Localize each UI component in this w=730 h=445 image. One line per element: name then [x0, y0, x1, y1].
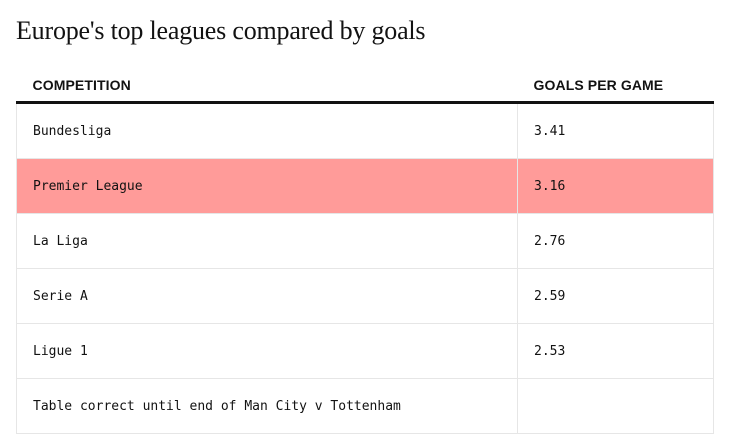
- cell-goals-per-game: 2.76: [517, 213, 714, 269]
- cell-competition: Serie A: [16, 268, 518, 324]
- table-row: Serie A 2.59: [16, 268, 714, 324]
- table-row: Premier League 3.16: [16, 158, 714, 214]
- cell-competition: Bundesliga: [16, 102, 518, 159]
- page-title: Europe's top leagues compared by goals: [16, 16, 426, 45]
- cell-competition: La Liga: [16, 213, 518, 269]
- cell-goals-per-game: 3.16: [517, 158, 714, 214]
- table-row: Bundesliga 3.41: [16, 102, 714, 159]
- cell-goals-per-game: 2.53: [517, 323, 714, 379]
- table-header-row: COMPETITION GOALS PER GAME: [16, 68, 714, 104]
- cell-goals-per-game: 3.41: [517, 102, 714, 159]
- table-row: La Liga 2.76: [16, 213, 714, 269]
- column-header-competition[interactable]: COMPETITION: [16, 68, 518, 104]
- cell-competition: Ligue 1: [16, 323, 518, 379]
- footnote-row: Table correct until end of Man City v To…: [16, 378, 714, 434]
- table-footnote: Table correct until end of Man City v To…: [16, 378, 518, 434]
- table-row: Ligue 1 2.53: [16, 323, 714, 379]
- cell-goals-per-game: 2.59: [517, 268, 714, 324]
- cell-competition: Premier League: [16, 158, 518, 214]
- column-header-goals-per-game[interactable]: GOALS PER GAME: [517, 68, 714, 104]
- footnote-empty-cell: [517, 378, 714, 434]
- leagues-table: COMPETITION GOALS PER GAME Bundesliga 3.…: [16, 68, 714, 434]
